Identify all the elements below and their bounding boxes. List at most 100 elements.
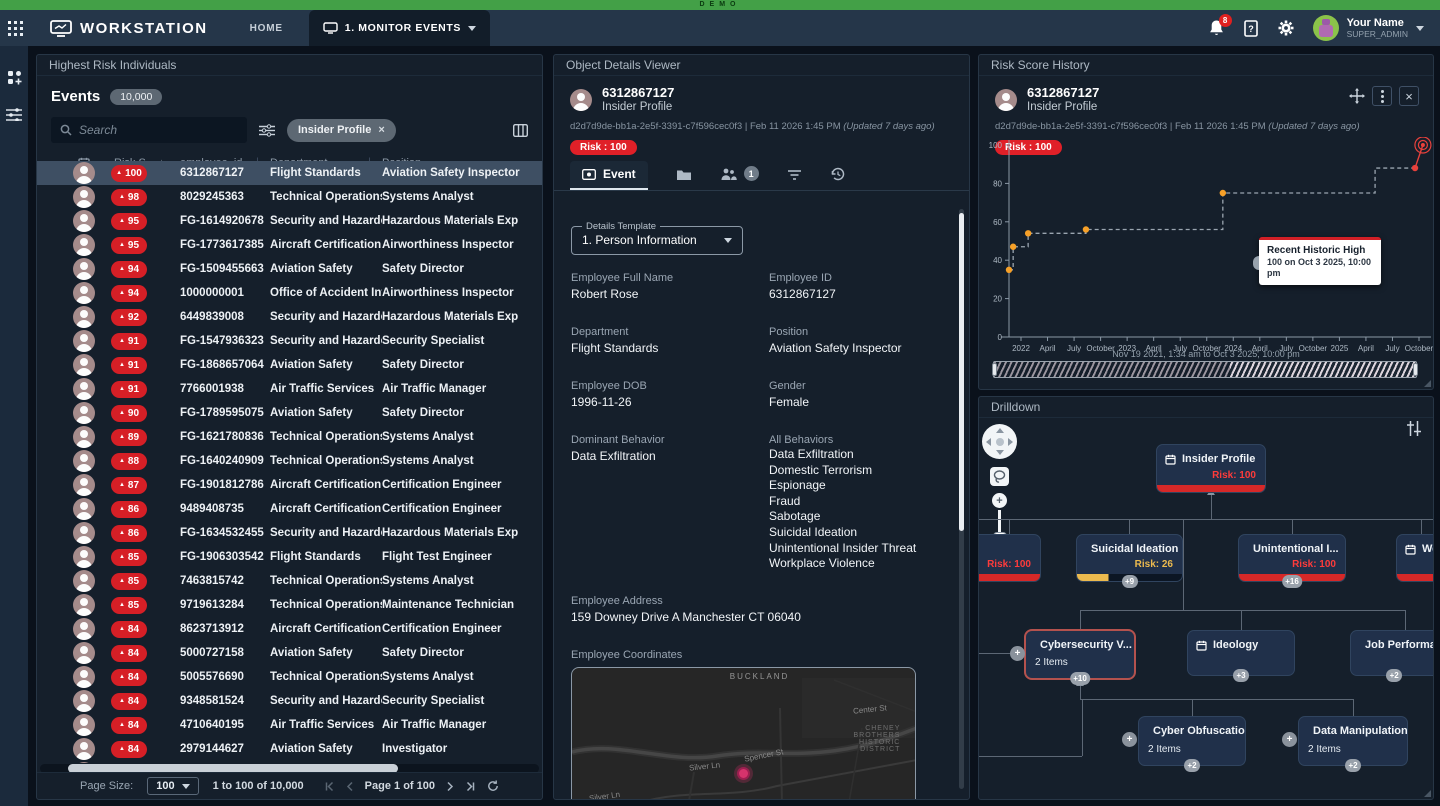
drilldown-node-data-manipulation[interactable]: Data Manipulation 2 Items +2 — [1298, 716, 1408, 766]
person-avatar — [73, 426, 95, 448]
node-count-badge[interactable]: +9 — [1122, 575, 1138, 588]
table-row[interactable]: ▲86 FG-1634532455 Security and Hazardous… — [37, 521, 542, 545]
table-row[interactable]: ▲94 1000000001 Office of Accident Invest… — [37, 281, 542, 305]
last-page-icon[interactable] — [465, 781, 476, 792]
kebab-menu-icon[interactable] — [1372, 86, 1392, 106]
node-count-badge[interactable]: +3 — [1233, 669, 1249, 682]
first-page-icon[interactable] — [324, 781, 335, 792]
tab-folder-icon[interactable] — [676, 168, 692, 190]
table-row[interactable]: ▲91 FG-1868657064 Aviation Safety Safety… — [37, 353, 542, 377]
drilldown-node-cyber-obfuscation[interactable]: Cyber Obfuscation 2 Items +2 — [1138, 716, 1246, 766]
graph-settings-icon[interactable] — [1406, 421, 1422, 436]
tab-map-group-icon[interactable]: 1 — [720, 166, 759, 190]
columns-icon[interactable] — [513, 124, 528, 137]
table-row[interactable]: ▲100 6312867127 Flight Standards Aviatio… — [37, 161, 542, 185]
search-input[interactable] — [79, 123, 229, 137]
table-row[interactable]: ▲91 7766001938 Air Traffic Services Air … — [37, 377, 542, 401]
brush-handle-right[interactable] — [1413, 363, 1418, 376]
brush-handle-left[interactable] — [992, 363, 997, 376]
move-icon[interactable] — [1349, 88, 1365, 104]
drilldown-node-cybersecurity[interactable]: Cybersecurity V... 2 Items +10 — [1025, 630, 1135, 679]
table-row[interactable]: ▲84 2979144627 Aviation Safety Investiga… — [37, 737, 542, 761]
lasso-select-icon[interactable] — [990, 467, 1009, 486]
table-row[interactable]: ▲84 5005576690 Technical Operations Syst… — [37, 665, 542, 689]
drilldown-node-ideology[interactable]: Ideology +3 — [1187, 630, 1295, 676]
table-row[interactable]: ▲92 6449839008 Security and Hazardous Ma… — [37, 305, 542, 329]
table-row[interactable]: ▲84 5000727158 Aviation Safety Safety Di… — [37, 641, 542, 665]
close-icon[interactable]: × — [1399, 86, 1419, 106]
cell-position: Hazardous Materials Exp — [382, 311, 542, 323]
warning-triangle-icon: ▲ — [119, 314, 125, 320]
table-row[interactable]: ▲85 FG-1906303542 Flight Standards Fligh… — [37, 545, 542, 569]
graph-pan-control[interactable] — [982, 424, 1017, 459]
tab-filter-icon[interactable] — [787, 169, 802, 190]
scrollbar-thumb[interactable] — [959, 213, 964, 531]
gear-icon[interactable] — [1277, 19, 1295, 37]
drilldown-node-partial-left[interactable]: Risk: 100 — [978, 534, 1041, 582]
table-row[interactable]: ▲85 9719613284 Technical Operations Main… — [37, 593, 542, 617]
table-row[interactable]: ▲84 4710640195 Air Traffic Services Air … — [37, 713, 542, 737]
cell-position: Hazardous Materials Exp — [382, 527, 542, 539]
table-row[interactable]: ▲84 8623713912 Aircraft Certification Ce… — [37, 617, 542, 641]
table-row[interactable]: ▲84 9348581524 Security and Hazardous Ma… — [37, 689, 542, 713]
node-count-badge[interactable]: +2 — [1184, 759, 1200, 772]
person-avatar — [73, 618, 95, 640]
table-row[interactable]: ▲95 FG-1614920678 Security and Hazardous… — [37, 209, 542, 233]
table-row[interactable]: ▲89 FG-1621780836 Technical Operations S… — [37, 425, 542, 449]
page-size-select[interactable]: 100 — [147, 777, 198, 795]
warning-triangle-icon: ▲ — [119, 410, 125, 416]
employee-coordinates-map[interactable]: BUCKLANDSilver LnSilver LnSpencer StCent… — [571, 667, 916, 799]
filter-chip-insider-profile[interactable]: Insider Profile × — [287, 119, 396, 142]
tab-history-icon[interactable] — [830, 167, 845, 190]
drilldown-node-suicidal-ideation[interactable]: Suicidal Ideation Risk: 26 +9 — [1076, 534, 1183, 582]
table-row[interactable]: ▲95 FG-1773617385 Aircraft Certification… — [37, 233, 542, 257]
node-count-badge[interactable]: +2 — [1345, 759, 1361, 772]
expand-plus-icon[interactable]: + — [1122, 732, 1137, 747]
table-row[interactable]: ▲90 FG-1789595075 Aviation Safety Safety… — [37, 401, 542, 425]
nav-home[interactable]: HOME — [250, 23, 283, 34]
cell-employee-id: FG-1906303542 — [180, 551, 270, 563]
tab-event[interactable]: Event — [570, 161, 648, 190]
apps-grid-icon[interactable] — [0, 10, 30, 46]
expand-plus-icon[interactable]: + — [1010, 646, 1025, 661]
map-pin[interactable] — [737, 767, 750, 780]
table-row[interactable]: ▲88 FG-1640240909 Technical Operations S… — [37, 449, 542, 473]
widgets-add-icon[interactable] — [7, 70, 22, 85]
zoom-in-button[interactable]: + — [992, 493, 1007, 508]
details-template-select[interactable]: Details Template 1. Person Information — [571, 221, 743, 255]
resize-grip[interactable] — [1424, 380, 1431, 387]
table-row[interactable]: ▲85 7463815742 Technical Operations Syst… — [37, 569, 542, 593]
user-menu[interactable]: Your Name SUPER_ADMIN — [1313, 15, 1424, 41]
node-count-badge[interactable]: +16 — [1282, 575, 1302, 588]
time-range-brush[interactable] — [993, 361, 1417, 378]
table-row[interactable]: ▲ — [37, 761, 542, 763]
table-row[interactable]: ▲91 FG-1547936323 Security and Hazardous… — [37, 329, 542, 353]
filter-sliders-icon[interactable] — [259, 124, 275, 137]
expand-plus-icon[interactable]: + — [1282, 732, 1297, 747]
table-row[interactable]: ▲94 FG-1509455663 Aviation Safety Safety… — [37, 257, 542, 281]
drilldown-node-insider-profile[interactable]: Insider Profile Risk: 100 — [1156, 444, 1266, 493]
node-count-badge[interactable]: +10 — [1070, 672, 1090, 685]
nav-tab-monitor-events[interactable]: 1. MONITOR EVENTS — [309, 10, 490, 46]
risk-history-chart[interactable]: 1008060402002022AprilJulyOctober2023Apri… — [979, 137, 1434, 367]
next-page-icon[interactable] — [446, 781, 454, 792]
connector — [1211, 493, 1212, 519]
table-row[interactable]: ▲86 9489408735 Aircraft Certification Ce… — [37, 497, 542, 521]
resize-grip[interactable] — [1424, 790, 1431, 797]
table-row[interactable]: ▲87 FG-1901812786 Aircraft Certification… — [37, 473, 542, 497]
drilldown-node-job-performance[interactable]: Job Performance +2 — [1350, 630, 1434, 676]
table-row[interactable]: ▲98 8029245363 Technical Operations Syst… — [37, 185, 542, 209]
drilldown-node-unintentional[interactable]: Unintentional I... Risk: 100 +16 — [1238, 534, 1346, 582]
notifications-bell-icon[interactable]: 8 — [1208, 19, 1225, 37]
prev-page-icon[interactable] — [346, 781, 354, 792]
search-box[interactable] — [51, 117, 247, 143]
help-book-icon[interactable]: ? — [1243, 20, 1259, 37]
profile-type: Insider Profile — [602, 100, 674, 114]
sliders-icon[interactable] — [6, 107, 22, 121]
person-avatar — [73, 498, 95, 520]
node-count-badge[interactable]: +2 — [1386, 669, 1402, 682]
refresh-icon[interactable] — [487, 780, 499, 792]
close-icon[interactable]: × — [378, 124, 384, 136]
profile-meta: d2d7d9de-bb1a-2e5f-3391-c7f596cec0f3 | F… — [570, 121, 953, 132]
drilldown-node-workplace[interactable]: Workp — [1396, 534, 1434, 582]
